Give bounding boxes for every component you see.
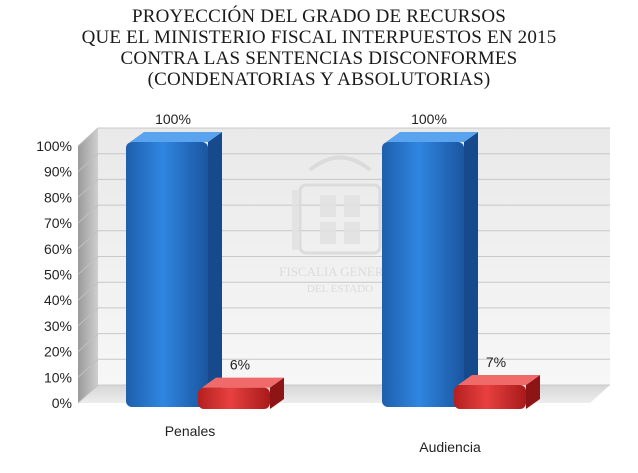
chart-title: PROYECCIÓN DEL GRADO DE RECURSOS QUE EL … — [0, 6, 638, 90]
bar-top — [130, 132, 222, 142]
y-tick-label: 90% — [44, 164, 72, 180]
y-tick-label: 70% — [44, 215, 72, 231]
y-tick-label: 0% — [52, 395, 72, 411]
y-tick-label: 60% — [44, 241, 72, 257]
gridline-side — [77, 230, 99, 250]
bar-top — [202, 377, 284, 388]
gridline-side — [77, 204, 99, 224]
bar-side — [208, 132, 222, 407]
x-axis: Penales Audiencia — [165, 423, 481, 455]
y-tick-label: 20% — [44, 344, 72, 360]
y-tick-label: 100% — [36, 138, 72, 154]
bar — [198, 387, 270, 409]
bar-top — [458, 375, 540, 386]
bar-side — [270, 377, 284, 409]
gridline-side — [77, 256, 99, 275]
bar-top — [386, 132, 478, 142]
gridline-side — [77, 333, 99, 352]
watermark-line-2: DEL ESTADO — [307, 283, 373, 295]
bar — [382, 142, 464, 407]
bar — [454, 385, 526, 409]
chart-title-line-3: CONTRA LAS SENTENCIAS DISCONFORMES — [120, 48, 518, 69]
y-tick-label: 50% — [44, 267, 72, 283]
gridline-side — [77, 307, 99, 327]
y-axis: 0% 10% 20% 30% 40% 50% 60% 70% 80% 90% 100% — [36, 138, 72, 411]
category-label: Audiencia — [419, 439, 481, 455]
y-tick-label: 10% — [44, 369, 72, 385]
chart-title-line-1: PROYECCIÓN DEL GRADO DE RECURSOS — [131, 6, 507, 27]
gridline-side — [77, 179, 99, 198]
gridline-side — [77, 384, 99, 404]
data-labels: 100% 6% 100% 7% — [155, 111, 506, 373]
bar-side — [464, 132, 478, 407]
gridline-side — [77, 358, 99, 378]
data-label: 100% — [411, 111, 447, 127]
bar-side — [526, 375, 540, 409]
y-tick-label: 80% — [44, 189, 72, 205]
category-label: Penales — [165, 423, 216, 439]
chart-title-line-4: (CONDENATORIAS Y ABSOLUTORIAS) — [147, 69, 491, 90]
y-tick-label: 40% — [44, 292, 72, 308]
gridline-side — [77, 281, 99, 301]
y-tick-label: 30% — [44, 318, 72, 334]
data-label: 6% — [230, 357, 250, 373]
watermark-line-1: FISCALIA GENERAL — [279, 264, 401, 279]
data-label: 7% — [486, 354, 506, 370]
gridline-side — [77, 153, 99, 173]
gridline-side — [77, 127, 99, 147]
bar — [126, 142, 208, 407]
bars — [126, 132, 540, 409]
chart-title-line-2: QUE EL MINISTERIO FISCAL INTERPUESTOS EN… — [81, 27, 557, 48]
data-label: 100% — [155, 111, 191, 127]
